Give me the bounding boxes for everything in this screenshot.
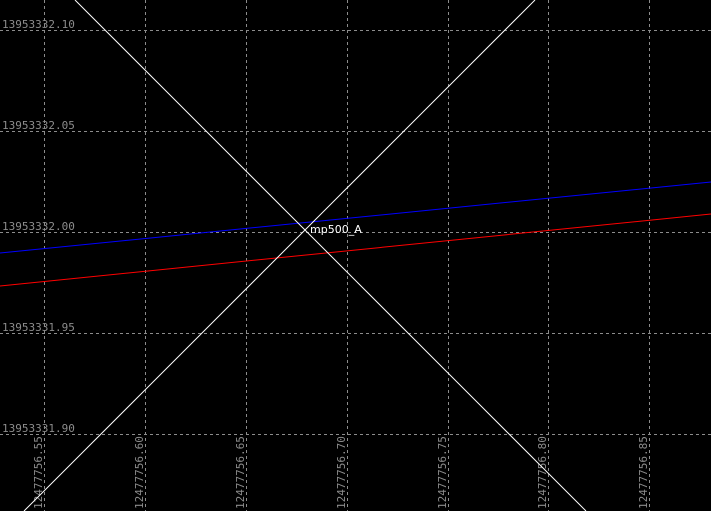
x-tick-label: 12477756.70 xyxy=(335,436,348,509)
y-tick-label: 13953331.95 xyxy=(2,321,75,334)
y-axis-labels: 13953332.10 13953332.05 13953332.00 1395… xyxy=(2,18,75,435)
vertical-grid xyxy=(44,0,650,511)
crosshair-diagonal-up xyxy=(23,0,536,511)
crosshair xyxy=(23,0,587,511)
x-tick-label: 12477756.75 xyxy=(436,436,449,509)
x-tick-label: 12477756.55 xyxy=(32,436,45,509)
red-line[interactable] xyxy=(0,213,711,287)
x-tick-label: 12477756.80 xyxy=(536,436,549,509)
horizontal-grid xyxy=(0,30,711,435)
x-tick-label: 12477756.65 xyxy=(234,436,247,509)
x-tick-label: 12477756.60 xyxy=(133,436,146,509)
x-tick-label: 12477756.85 xyxy=(637,436,650,509)
point-label[interactable]: mp500_A xyxy=(310,223,362,236)
crosshair-diagonal-down xyxy=(74,0,587,511)
x-axis-labels: 12477756.55 12477756.60 12477756.65 1247… xyxy=(32,436,650,509)
blue-line[interactable] xyxy=(0,181,711,254)
y-tick-label: 13953332.00 xyxy=(2,220,75,233)
y-tick-label: 13953332.05 xyxy=(2,119,75,132)
y-tick-label: 13953331.90 xyxy=(2,422,75,435)
y-tick-label: 13953332.10 xyxy=(2,18,75,31)
